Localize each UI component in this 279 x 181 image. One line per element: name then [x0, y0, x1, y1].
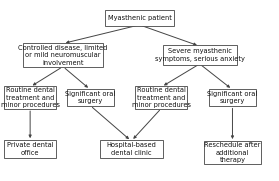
- FancyBboxPatch shape: [204, 141, 261, 164]
- FancyBboxPatch shape: [100, 140, 163, 158]
- Text: Significant oral
surgery: Significant oral surgery: [65, 91, 116, 104]
- Text: Reschedule after
additional
therapy: Reschedule after additional therapy: [204, 142, 261, 163]
- FancyBboxPatch shape: [4, 86, 56, 109]
- FancyBboxPatch shape: [135, 86, 187, 109]
- Text: Significant oral
surgery: Significant oral surgery: [207, 91, 258, 104]
- FancyBboxPatch shape: [163, 45, 237, 65]
- FancyBboxPatch shape: [23, 43, 103, 68]
- Text: Private dental
office: Private dental office: [7, 142, 54, 156]
- Text: Routine dental
treatment and
minor procedures: Routine dental treatment and minor proce…: [132, 87, 191, 108]
- FancyBboxPatch shape: [4, 140, 56, 158]
- Text: Routine dental
treatment and
minor procedures: Routine dental treatment and minor proce…: [1, 87, 60, 108]
- Text: Severe myasthenic
symptoms, serious anxiety: Severe myasthenic symptoms, serious anxi…: [155, 48, 245, 62]
- Text: Myasthenic patient: Myasthenic patient: [108, 15, 171, 21]
- Text: Controlled disease, limited
or mild neuromuscular
involvement: Controlled disease, limited or mild neur…: [18, 45, 108, 66]
- Text: Hospital-based
dental clinic: Hospital-based dental clinic: [106, 142, 156, 156]
- FancyBboxPatch shape: [67, 89, 114, 106]
- FancyBboxPatch shape: [209, 89, 256, 106]
- FancyBboxPatch shape: [105, 10, 174, 26]
